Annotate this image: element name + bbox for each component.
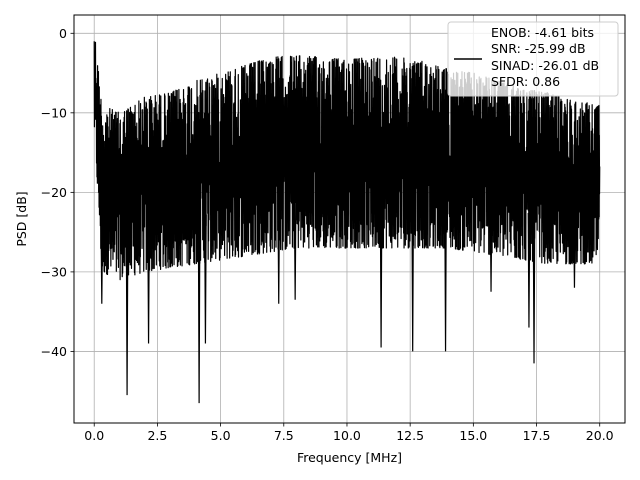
legend-line-sinad: SINAD: -26.01 dB — [491, 58, 599, 73]
series-layer — [93, 41, 601, 404]
psd-notch — [100, 224, 104, 304]
legend-line-sfdr: SFDR: 0.86 — [491, 74, 560, 89]
psd-notch — [532, 213, 536, 364]
psd-notch — [197, 215, 201, 404]
psd-notch — [293, 200, 297, 300]
y-axis-label: PSD [dB] — [14, 191, 29, 246]
psd-notch — [277, 203, 281, 304]
x-tick-label: 2.5 — [147, 428, 167, 443]
x-tick-label: 7.5 — [274, 428, 294, 443]
x-axis-label: Frequency [MHz] — [297, 450, 402, 465]
x-tick-label: 15.0 — [459, 428, 487, 443]
psd-notch — [411, 200, 415, 352]
psd-notch — [573, 216, 576, 288]
x-axis-ticks: 0.0 2.5 5.0 7.5 10.0 12.5 15.0 17.5 20.0 — [84, 423, 614, 443]
legend-line-snr: SNR: -25.99 dB — [491, 41, 586, 56]
x-tick-label: 20.0 — [586, 428, 614, 443]
psd-notch — [489, 207, 493, 292]
y-tick-label: −40 — [41, 344, 67, 359]
y-tick-label: −30 — [41, 264, 67, 279]
y-tick-label: 0 — [59, 26, 67, 41]
psd-notch — [125, 229, 129, 396]
x-tick-label: 0.0 — [84, 428, 104, 443]
legend: ENOB: -4.61 bits SNR: -25.99 dB SINAD: -… — [447, 21, 619, 97]
psd-notch — [204, 214, 207, 344]
legend-box — [447, 21, 619, 97]
x-tick-label: 5.0 — [211, 428, 231, 443]
y-axis-ticks: 0 −10 −20 −30 −40 — [41, 26, 74, 359]
psd-notch — [379, 200, 383, 348]
psd-notch — [147, 223, 150, 344]
psd-series-line — [93, 41, 601, 281]
x-tick-label: 10.0 — [333, 428, 361, 443]
x-tick-label: 17.5 — [523, 428, 551, 443]
y-tick-label: −10 — [41, 105, 67, 120]
x-tick-label: 12.5 — [396, 428, 424, 443]
plot-frame — [73, 14, 626, 424]
psd-notch — [527, 213, 531, 328]
y-tick-label: −20 — [41, 185, 67, 200]
legend-line-enob: ENOB: -4.61 bits — [491, 25, 594, 40]
psd-notch — [444, 200, 447, 352]
